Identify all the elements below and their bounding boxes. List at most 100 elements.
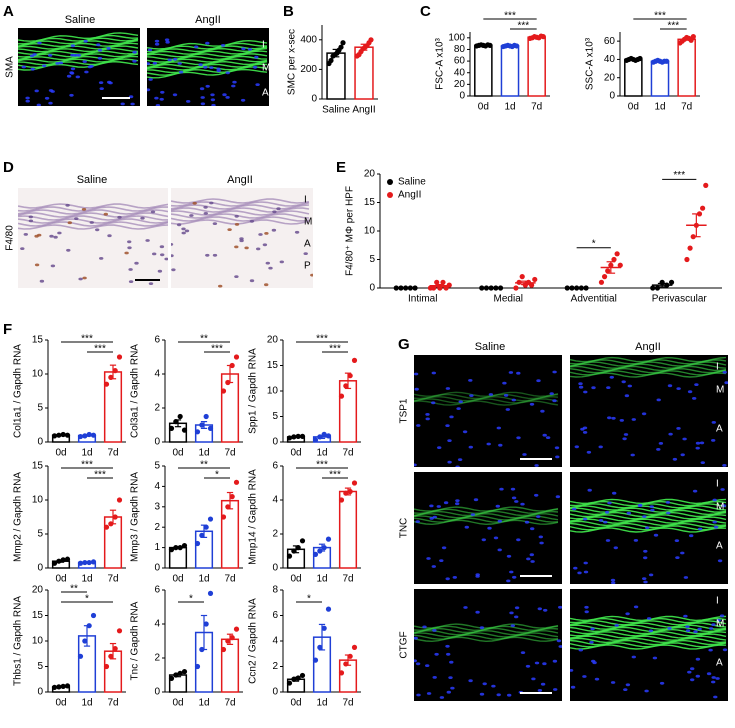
row-label: TNC [399,518,410,539]
nucleus [200,102,206,106]
nucleus [458,400,463,404]
y-tick-label: 40 [604,54,616,65]
bar [338,380,358,443]
nucleus [534,661,540,665]
nucleus [540,682,546,686]
nucleus [171,268,176,272]
nucleus [82,60,87,63]
nucleus [446,690,451,694]
nucleus [177,62,182,65]
nucleus [626,511,631,515]
row-label: CTGF [399,631,410,658]
significance-label: *** [517,21,529,32]
tissue-fiber [147,66,268,76]
nucleus [591,386,596,390]
x-tick-label: 1d [198,574,209,585]
nucleus [265,261,270,265]
y-tick-label: 10 [267,386,279,397]
nucleus [578,382,583,386]
micrograph [570,472,728,584]
y-tick-label: 80 [454,44,466,55]
nucleus [506,579,511,583]
tissue-fiber [570,361,727,367]
nucleus [611,581,616,584]
nucleus [446,652,451,656]
nucleus [172,93,178,97]
panel-letter: B [283,3,294,20]
y-tick-label: 10 [32,495,44,506]
data-point [203,413,209,420]
data-point [112,368,118,374]
nucleus [625,612,630,616]
nucleus [637,504,643,507]
nucleus [75,75,80,79]
x-tick-label: 0d [172,574,183,585]
nucleus [589,640,594,644]
y-tick-label: 20 [454,79,466,90]
data-point [199,422,205,428]
data-point [56,432,62,438]
nucleus [431,371,436,375]
layer-label: M [716,502,724,513]
micrograph [18,28,140,106]
data-point [440,279,446,285]
data-point [687,245,693,251]
nucleus [487,526,492,530]
nucleus [643,580,648,584]
nucleus [437,446,442,449]
nucleus [107,80,112,84]
y-tick-label: 4 [154,369,160,380]
tissue-fiber [570,367,727,374]
tissue-fiber [414,515,559,521]
data-point [368,37,374,43]
tissue-fiber [570,372,727,378]
micrograph [570,355,728,467]
y-tick-label: 5 [369,254,375,265]
nucleus [181,231,186,235]
nucleus [687,390,693,394]
data-point [338,670,345,676]
nucleus [78,277,83,281]
significance-label: *** [329,344,341,355]
nucleus [416,693,421,697]
nucleus [194,45,199,49]
nucleus [488,393,494,396]
data-point [181,669,188,675]
nucleus [254,55,259,59]
nucleus [695,446,700,450]
nucleus [462,430,468,434]
nucleus [526,557,531,561]
y-tick-label: 5 [154,461,160,472]
y-axis-label: SSC-A x10³ [585,37,596,90]
nucleus [540,409,545,413]
nucleus [621,380,626,384]
nucleus [252,65,258,69]
y-tick-label: 8 [272,585,278,596]
nucleus [30,67,35,71]
x-tick-label: 0d [628,102,639,113]
y-tick-label: 4 [154,481,160,492]
significance-label: *** [211,344,223,355]
nucleus [633,605,639,609]
data-point [664,58,670,64]
nucleus [711,676,716,679]
nucleus [73,53,78,57]
nucleus [470,513,476,516]
nucleus [53,235,58,239]
tissue-fiber [570,509,727,516]
bar [500,45,520,97]
bar [650,60,670,97]
nucleus [592,661,597,665]
tissue-fiber [570,503,727,509]
nucleus [124,251,129,255]
x-tick-label: 0d [55,448,66,459]
data-point [233,479,240,485]
data-point [103,381,110,387]
tissue-fiber [570,626,727,633]
nucleus [695,441,701,445]
nucleus [624,394,630,398]
nucleus [603,520,608,524]
nucleus [555,495,561,499]
x-tick-label: Perivascular [652,294,708,305]
tissue-fiber [570,520,727,527]
